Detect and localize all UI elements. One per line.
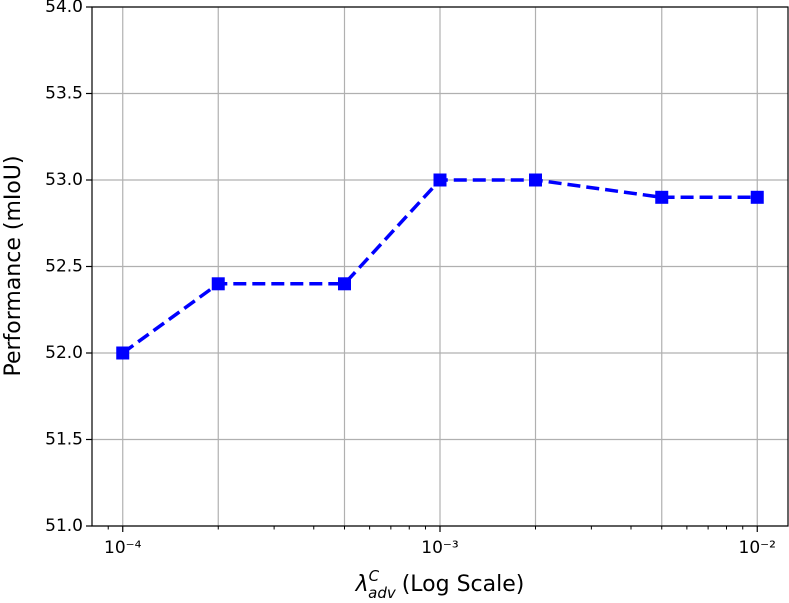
- y-tick-label: 53.0: [45, 170, 83, 190]
- y-tick-label: 51.5: [45, 430, 83, 450]
- x-label-symbol: λ: [355, 572, 369, 597]
- marker: [655, 190, 669, 204]
- plot-frame: [91, 6, 789, 527]
- marker: [750, 190, 764, 204]
- marker: [337, 277, 351, 291]
- y-tick-label: 53.5: [45, 84, 83, 104]
- y-tick-label: 51.0: [45, 516, 83, 536]
- marker: [116, 346, 130, 360]
- x-tick-label: 10⁻³: [421, 538, 458, 558]
- y-tick-label: 54.0: [45, 0, 83, 17]
- x-label-sub: adv: [368, 584, 397, 602]
- y-axis-label: Performance (mIoU): [1, 155, 26, 376]
- x-tick-label: 10⁻²: [739, 538, 776, 558]
- y-tick-label: 52.0: [45, 343, 83, 363]
- y-tick-label: 52.5: [45, 257, 83, 277]
- grid: [92, 6, 788, 527]
- marker: [433, 173, 447, 187]
- x-axis-label: λC adv (Log Scale): [355, 567, 525, 602]
- marker: [529, 173, 543, 187]
- marker: [211, 277, 225, 291]
- x-tick-label: 10⁻⁴: [104, 538, 142, 558]
- x-label-sup: C: [369, 567, 380, 585]
- x-label-text: (Log Scale): [402, 572, 525, 597]
